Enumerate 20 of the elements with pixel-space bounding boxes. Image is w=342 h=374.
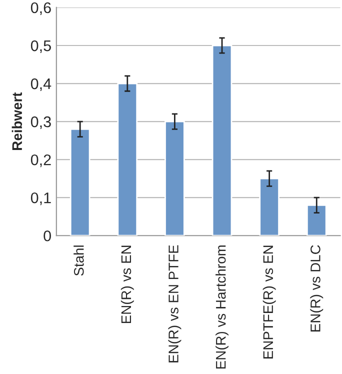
y-axis-title: Reibwert — [12, 92, 22, 150]
bar — [259, 178, 280, 236]
bar — [70, 128, 90, 236]
bar — [164, 120, 185, 236]
bar — [306, 204, 327, 236]
y-tick-label: 0,1 — [30, 192, 51, 206]
x-tick-label: EN(R) vs EN — [120, 246, 134, 323]
x-tick-label: EN(R) vs Hartchrom — [216, 246, 228, 369]
x-tick-label: EN(R) vs EN PTFE — [168, 245, 182, 362]
bar — [117, 82, 138, 236]
y-tick-label: 0 — [44, 230, 51, 242]
y-tick-label: 0,2 — [30, 154, 51, 168]
y-tick-label: 0,3 — [30, 116, 51, 130]
y-tick-label: 0,6 — [30, 2, 51, 15]
bar — [212, 44, 232, 236]
y-tick-label: 0,5 — [30, 40, 51, 53]
x-tick-label: ENPTFE(R) vs EN — [262, 246, 276, 358]
x-tick-label: EN(R) vs DLC — [310, 245, 324, 332]
y-tick-label: 0,4 — [30, 78, 52, 92]
x-tick-label: Stahl — [74, 246, 84, 276]
